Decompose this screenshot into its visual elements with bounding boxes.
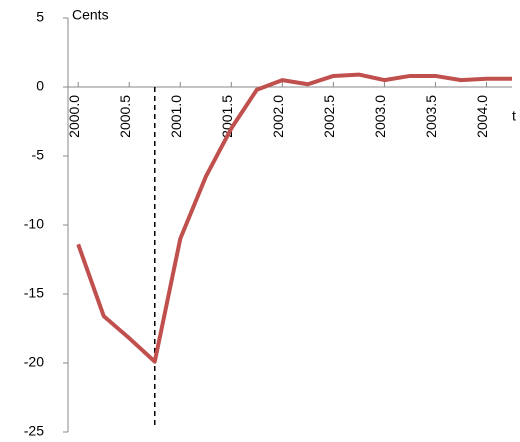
- x-tick-label: 2004.0: [474, 95, 490, 138]
- y-tick-label: -15: [24, 285, 44, 301]
- x-axis-label: t: [512, 108, 516, 124]
- y-tick-label: -10: [24, 216, 44, 232]
- x-tick-label: 2003.5: [423, 95, 439, 138]
- x-tick-label: 2001.0: [168, 95, 184, 138]
- y-tick-label: 5: [36, 9, 44, 25]
- y-tick-label: -20: [24, 354, 44, 370]
- y-tick-label: -5: [32, 147, 45, 163]
- y-axis-label: Cents: [72, 7, 109, 23]
- x-tick-label: 2001.5: [219, 95, 235, 138]
- y-tick-label: -25: [24, 423, 44, 439]
- x-tick-label: 2000.5: [117, 95, 133, 138]
- x-tick-label: 2000.0: [66, 95, 82, 138]
- x-tick-label: 2003.0: [372, 95, 388, 138]
- x-tick-label: 2002.5: [321, 95, 337, 138]
- x-tick-label: 2002.0: [270, 95, 286, 138]
- y-tick-label: 0: [36, 78, 44, 94]
- data-line: [76, 72, 512, 364]
